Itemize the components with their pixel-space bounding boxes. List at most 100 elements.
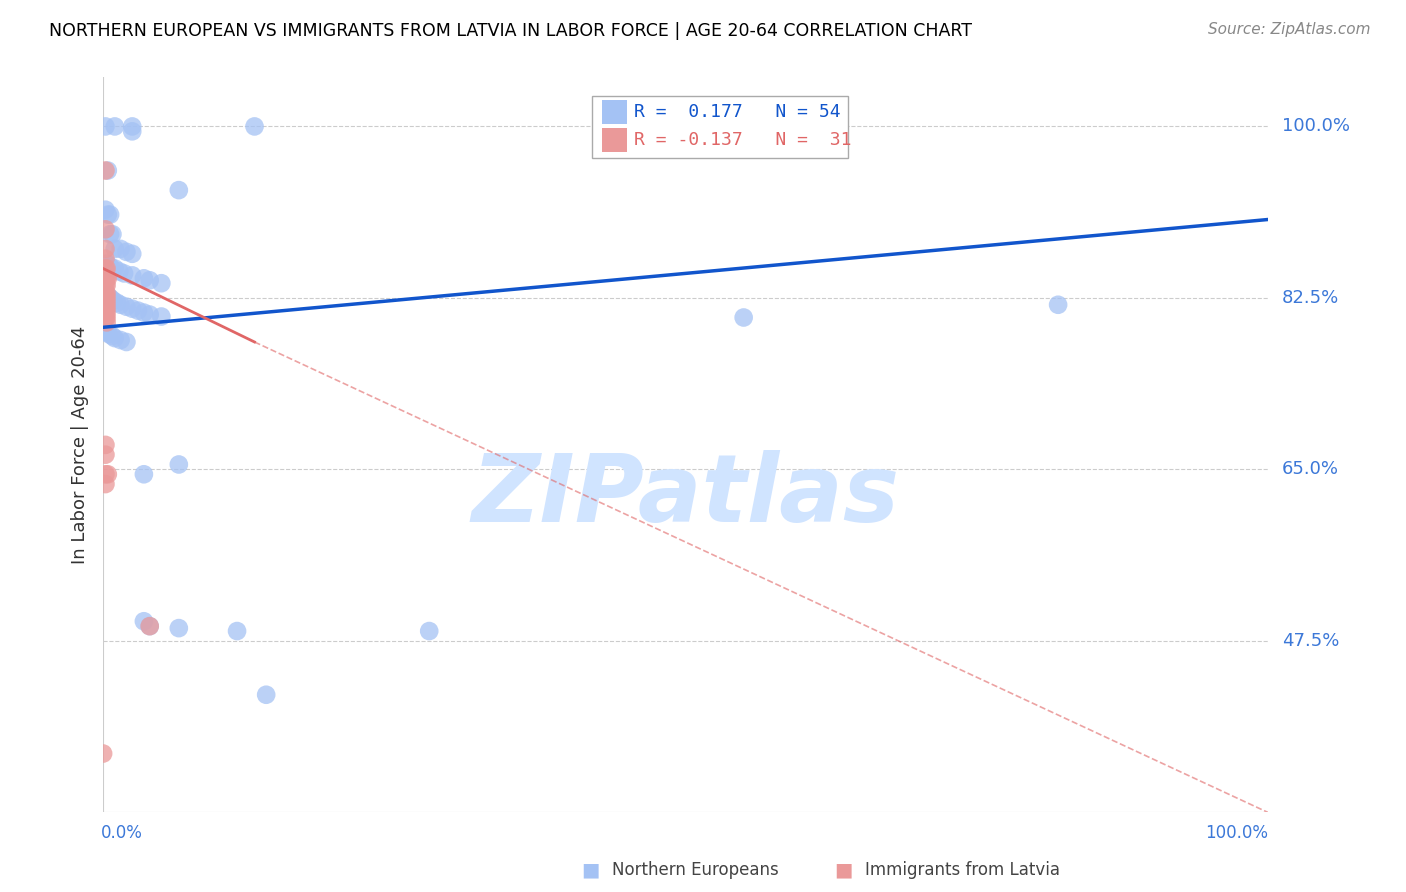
Point bbox=[132, 271, 155, 285]
Text: Immigrants from Latvia: Immigrants from Latvia bbox=[865, 861, 1060, 879]
Point bbox=[110, 333, 132, 347]
Point bbox=[115, 244, 138, 259]
Point bbox=[96, 291, 118, 305]
Point bbox=[96, 305, 118, 319]
Text: NORTHERN EUROPEAN VS IMMIGRANTS FROM LATVIA IN LABOR FORCE | AGE 20-64 CORRELATI: NORTHERN EUROPEAN VS IMMIGRANTS FROM LAT… bbox=[49, 22, 972, 40]
Point bbox=[814, 120, 837, 134]
Point bbox=[138, 273, 160, 287]
Point bbox=[94, 163, 117, 178]
Point bbox=[94, 202, 117, 217]
Point bbox=[94, 295, 117, 310]
Point bbox=[96, 315, 118, 329]
Text: 82.5%: 82.5% bbox=[1282, 289, 1339, 307]
Text: 47.5%: 47.5% bbox=[1282, 632, 1339, 650]
Point bbox=[115, 300, 138, 314]
Point bbox=[96, 295, 118, 310]
Point bbox=[121, 120, 143, 134]
Text: 100.0%: 100.0% bbox=[1282, 118, 1350, 136]
Point bbox=[104, 331, 127, 345]
Point bbox=[97, 259, 120, 273]
Point bbox=[97, 208, 120, 222]
Point bbox=[96, 285, 118, 300]
Text: Source: ZipAtlas.com: Source: ZipAtlas.com bbox=[1208, 22, 1371, 37]
Point bbox=[150, 310, 173, 324]
Bar bbox=[602, 100, 627, 124]
Point bbox=[94, 467, 117, 482]
Point bbox=[167, 183, 190, 197]
Point bbox=[243, 120, 266, 134]
Text: R = -0.137   N =  31: R = -0.137 N = 31 bbox=[634, 131, 852, 149]
Point bbox=[94, 252, 117, 266]
Point bbox=[97, 467, 120, 482]
Point bbox=[104, 120, 127, 134]
Point bbox=[121, 124, 143, 138]
Point bbox=[121, 268, 143, 283]
Text: Northern Europeans: Northern Europeans bbox=[612, 861, 779, 879]
Point bbox=[254, 688, 277, 702]
Point bbox=[91, 747, 114, 761]
Point bbox=[121, 247, 143, 261]
Text: 65.0%: 65.0% bbox=[1282, 460, 1339, 478]
Point bbox=[104, 242, 127, 256]
Text: ■: ■ bbox=[834, 860, 853, 880]
Point bbox=[105, 295, 128, 310]
Text: 0.0%: 0.0% bbox=[101, 824, 142, 842]
Text: 100.0%: 100.0% bbox=[1205, 824, 1268, 842]
Point bbox=[94, 438, 117, 452]
Point bbox=[96, 301, 118, 315]
Point bbox=[1047, 298, 1070, 312]
Point bbox=[96, 261, 118, 276]
Point bbox=[101, 329, 124, 343]
Point bbox=[94, 285, 117, 300]
Text: ■: ■ bbox=[581, 860, 600, 880]
Point bbox=[98, 227, 121, 242]
Point bbox=[167, 458, 190, 472]
Point bbox=[127, 303, 149, 318]
Point bbox=[94, 291, 117, 305]
Bar bbox=[592, 95, 848, 158]
Point bbox=[97, 163, 120, 178]
Point bbox=[103, 293, 125, 308]
Point bbox=[96, 257, 118, 271]
Point bbox=[138, 308, 160, 322]
Point bbox=[94, 278, 117, 293]
Point bbox=[110, 298, 132, 312]
Point bbox=[101, 227, 124, 242]
Text: R =  0.177   N = 54: R = 0.177 N = 54 bbox=[634, 103, 841, 121]
Point bbox=[112, 267, 135, 281]
Point bbox=[132, 305, 155, 319]
Point bbox=[96, 271, 118, 285]
Point bbox=[94, 271, 117, 285]
Point bbox=[733, 310, 755, 325]
Point bbox=[94, 477, 117, 491]
Point bbox=[97, 290, 120, 304]
Point bbox=[138, 619, 160, 633]
Y-axis label: In Labor Force | Age 20-64: In Labor Force | Age 20-64 bbox=[72, 326, 89, 564]
Point bbox=[132, 614, 155, 628]
Point bbox=[132, 467, 155, 482]
Point bbox=[104, 261, 127, 276]
Point bbox=[100, 292, 122, 306]
Point bbox=[94, 301, 117, 315]
Point bbox=[150, 276, 173, 290]
Bar bbox=[602, 128, 627, 152]
Point bbox=[418, 624, 440, 638]
Point bbox=[115, 334, 138, 349]
Point bbox=[96, 310, 118, 325]
Point bbox=[121, 301, 143, 316]
Point bbox=[96, 325, 118, 339]
Point bbox=[108, 264, 131, 278]
Point bbox=[167, 621, 190, 635]
Point bbox=[110, 242, 132, 256]
Point bbox=[94, 242, 117, 256]
Point bbox=[97, 327, 120, 342]
Point bbox=[138, 619, 160, 633]
Point bbox=[94, 310, 117, 325]
Point bbox=[94, 222, 117, 236]
Point bbox=[96, 288, 118, 302]
Point bbox=[97, 271, 120, 285]
Point bbox=[94, 305, 117, 319]
Point bbox=[98, 208, 121, 222]
Point bbox=[94, 261, 117, 276]
Point bbox=[96, 278, 118, 293]
